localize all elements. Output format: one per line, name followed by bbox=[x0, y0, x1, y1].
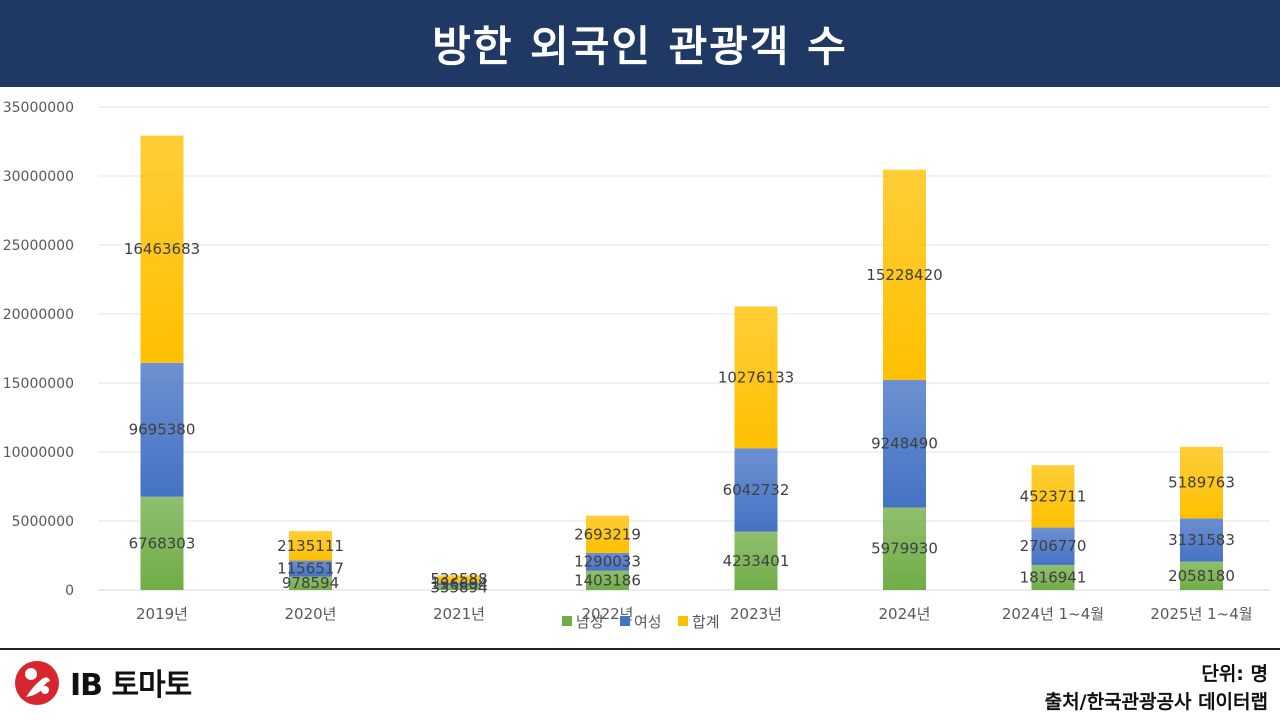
data-label: 16463683 bbox=[124, 240, 200, 258]
bar-여성 bbox=[1031, 527, 1075, 565]
data-label: 9248490 bbox=[871, 435, 938, 453]
bar-합계 bbox=[140, 135, 184, 363]
y-tick-label: 35000000 bbox=[3, 100, 74, 116]
x-tick-label: 2024년 bbox=[879, 605, 931, 623]
bar-남성 bbox=[289, 576, 332, 590]
x-tick-label: 2024년 1~4월 bbox=[1002, 605, 1104, 623]
bar-남성 bbox=[883, 507, 926, 590]
data-label: 5979930 bbox=[871, 540, 938, 558]
bar-합계 bbox=[437, 575, 481, 583]
y-tick-label: 25000000 bbox=[3, 238, 74, 254]
chart-title: 방한 외국인 관광객 수 bbox=[432, 22, 848, 71]
data-label: 4523711 bbox=[1020, 487, 1087, 505]
data-label: 335894 bbox=[430, 579, 487, 597]
bar-남성 bbox=[1031, 564, 1075, 590]
data-label: 15228420 bbox=[866, 266, 942, 284]
data-label: 2135111 bbox=[277, 537, 344, 555]
x-tick-label: 2019년 bbox=[136, 605, 188, 623]
legend-label: 합계 bbox=[692, 613, 720, 631]
data-label: 4233401 bbox=[723, 552, 790, 570]
legend-label: 남성 bbox=[576, 613, 604, 631]
bar-여성 bbox=[586, 552, 629, 571]
bar-합계 bbox=[1031, 465, 1075, 528]
bar-합계 bbox=[1180, 446, 1223, 519]
y-tick-label: 30000000 bbox=[3, 169, 74, 185]
bar-남성 bbox=[437, 585, 481, 590]
data-label: 2706770 bbox=[1020, 537, 1087, 555]
bar-합계 bbox=[734, 306, 778, 449]
y-tick-label: 20000000 bbox=[3, 307, 74, 323]
data-label: 2058180 bbox=[1168, 567, 1235, 585]
bar-남성 bbox=[1180, 561, 1223, 590]
bar-여성 bbox=[289, 560, 332, 577]
x-tick-label: 2020년 bbox=[285, 605, 337, 623]
bar-여성 bbox=[734, 448, 778, 532]
logo: IB 토마토 bbox=[12, 656, 192, 708]
logo-text: IB 토마토 bbox=[70, 668, 192, 703]
bar-합계 bbox=[586, 515, 629, 553]
data-label: 5189763 bbox=[1168, 474, 1235, 492]
data-label: 3131583 bbox=[1168, 531, 1235, 549]
bar-남성 bbox=[140, 496, 184, 590]
y-tick-label: 0 bbox=[65, 583, 74, 599]
title-bar: 방한 외국인 관광객 수 bbox=[0, 0, 1280, 87]
data-label: 2693219 bbox=[574, 525, 641, 543]
chart: 0 5000000 10000000 15000000 20000000 25000000… bbox=[3, 100, 1270, 631]
legend-swatch-여성 bbox=[620, 616, 630, 626]
y-tick-label: 15000000 bbox=[3, 376, 74, 392]
legend-swatch-합계 bbox=[678, 616, 688, 626]
bar-합계 bbox=[289, 531, 332, 561]
legend-swatch-남성 bbox=[562, 616, 572, 626]
x-tick-label: 2025년 1~4월 bbox=[1150, 605, 1252, 623]
legend-label: 여성 bbox=[634, 613, 662, 631]
bar-여성 bbox=[883, 379, 926, 508]
data-label: 10276133 bbox=[718, 368, 794, 386]
data-label: 196694 bbox=[430, 575, 487, 593]
bar-여성 bbox=[140, 362, 184, 497]
y-tick-label: 5000000 bbox=[12, 514, 74, 530]
data-label: 1816941 bbox=[1020, 568, 1087, 586]
data-label: 978594 bbox=[282, 574, 339, 592]
bar-여성 bbox=[437, 582, 481, 586]
data-label: 1403186 bbox=[574, 571, 641, 589]
bar-여성 bbox=[1180, 518, 1223, 562]
bar-남성 bbox=[586, 570, 629, 590]
unit-label: 단위: 명 bbox=[1201, 663, 1268, 685]
data-label: 6042732 bbox=[723, 481, 790, 499]
source-block: 단위: 명 출처/한국관광공사 데이터랩 bbox=[1045, 660, 1268, 716]
tomato-logo-icon bbox=[15, 661, 59, 705]
data-label: 532588 bbox=[430, 570, 487, 588]
x-tick-label: 2021년 bbox=[433, 605, 485, 623]
bar-남성 bbox=[734, 531, 778, 590]
y-tick-label: 10000000 bbox=[3, 445, 74, 461]
footer-divider bbox=[0, 648, 1280, 650]
data-label: 6768303 bbox=[129, 534, 196, 552]
data-label: 9695380 bbox=[129, 421, 196, 439]
data-label: 1156517 bbox=[277, 560, 344, 578]
x-tick-label: 2023년 bbox=[730, 605, 782, 623]
source-label: 출처/한국관광공사 데이터랩 bbox=[1044, 691, 1268, 713]
bar-합계 bbox=[883, 169, 926, 380]
data-label: 1290033 bbox=[574, 553, 641, 571]
